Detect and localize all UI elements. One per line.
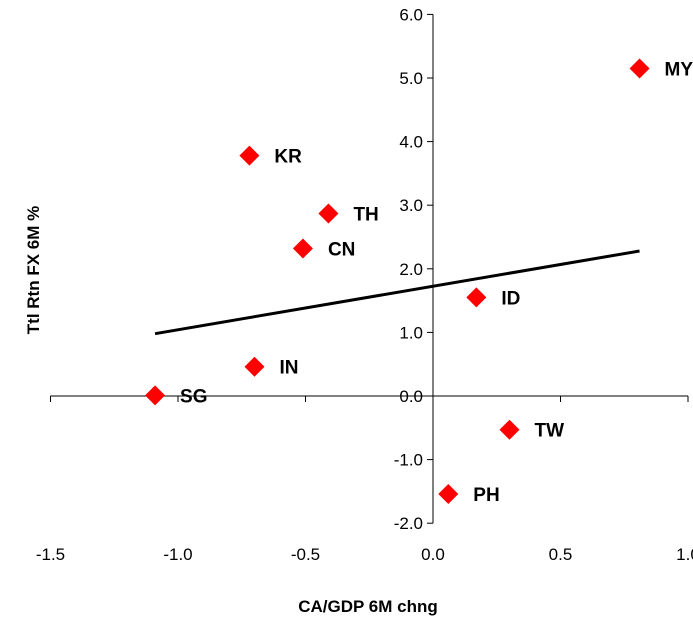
- x-tick-label: -1.5: [36, 545, 65, 564]
- point-marker-my: [629, 58, 650, 79]
- point-label-id: ID: [501, 288, 520, 309]
- point-label-cn: CN: [328, 239, 355, 260]
- x-tick-label: -1.0: [163, 545, 192, 564]
- y-tick-label: 4.0: [399, 133, 423, 152]
- y-tick-label: -1.0: [394, 451, 423, 470]
- x-axis-title: CA/GDP 6M chng: [298, 597, 437, 616]
- trendline-group: [154, 249, 640, 336]
- point-marker-tw: [499, 419, 520, 440]
- point-label-th: TH: [353, 204, 378, 225]
- point-label-in: IN: [280, 358, 299, 379]
- point-label-ph: PH: [473, 485, 499, 506]
- point-marker-ph: [438, 483, 459, 504]
- point-label-sg: SG: [180, 386, 207, 407]
- point-marker-cn: [292, 238, 313, 259]
- y-tick-label: -2.0: [394, 514, 423, 533]
- y-tick-label: 1.0: [399, 323, 423, 342]
- x-tick-label: 0.0: [421, 545, 445, 564]
- point-marker-kr: [239, 145, 260, 166]
- point-marker-in: [244, 356, 265, 377]
- y-tick-label: 2.0: [399, 260, 423, 279]
- x-tick-label: 1.0: [676, 545, 693, 564]
- y-tick-label: 6.0: [399, 5, 423, 24]
- y-tick-label: 0.0: [399, 387, 423, 406]
- point-marker-th: [318, 203, 339, 224]
- y-axis-title: Ttl Rtn FX 6M %: [24, 206, 43, 334]
- x-tick-label: 0.5: [549, 545, 573, 564]
- point-label-kr: KR: [274, 147, 302, 168]
- point-label-tw: TW: [535, 421, 565, 442]
- point-marker-id: [466, 287, 487, 308]
- axes: -1.5 -1.0 -0.5 0.0 0.5 1.0 -2.0 -1.0 0.0 1.0 2.0 3.…: [36, 5, 693, 564]
- points-group: MY KR TH CN ID IN SG TW PH: [145, 58, 693, 506]
- x-tick-label: -0.5: [291, 545, 320, 564]
- point-marker-sg: [145, 385, 166, 406]
- point-label-my: MY: [665, 59, 693, 80]
- trendline: [154, 249, 640, 336]
- y-tick-label: 3.0: [399, 196, 423, 215]
- y-tick-label: 5.0: [399, 69, 423, 88]
